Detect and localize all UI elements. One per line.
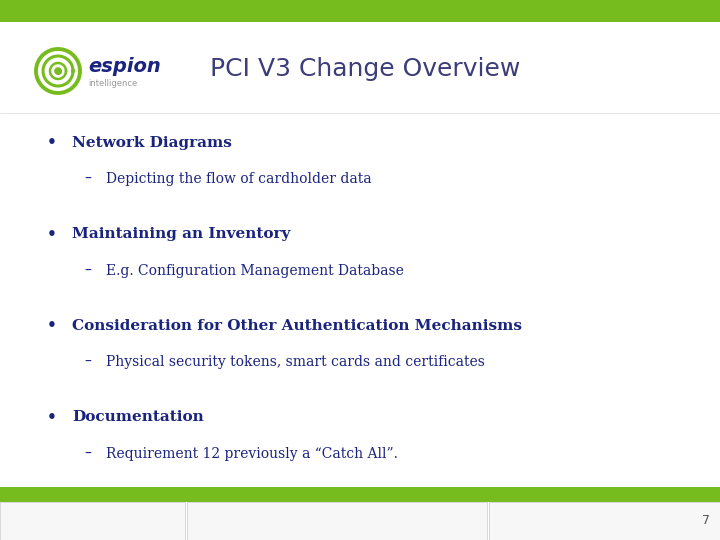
Text: Consideration for Other Authentication Mechanisms: Consideration for Other Authentication M… bbox=[72, 319, 522, 333]
Bar bbox=[0, 0, 720, 22]
Bar bbox=[187, 502, 487, 540]
Bar bbox=[0, 487, 720, 502]
Text: –: – bbox=[84, 172, 91, 186]
Text: –: – bbox=[84, 355, 91, 369]
Text: 7: 7 bbox=[702, 515, 710, 528]
Text: –: – bbox=[84, 447, 91, 461]
Text: Physical security tokens, smart cards and certificates: Physical security tokens, smart cards an… bbox=[106, 355, 485, 369]
Text: intelligence: intelligence bbox=[88, 78, 138, 87]
Text: espion: espion bbox=[88, 57, 161, 76]
Text: Requirement 12 previously a “Catch All”.: Requirement 12 previously a “Catch All”. bbox=[106, 447, 398, 461]
Bar bbox=[0, 502, 185, 540]
Text: Maintaining an Inventory: Maintaining an Inventory bbox=[72, 227, 290, 241]
Bar bbox=[489, 502, 720, 540]
Text: •: • bbox=[47, 135, 57, 150]
Text: •: • bbox=[47, 318, 57, 333]
Text: •: • bbox=[47, 410, 57, 424]
Text: Documentation: Documentation bbox=[72, 410, 204, 424]
Text: Depicting the flow of cardholder data: Depicting the flow of cardholder data bbox=[106, 172, 372, 186]
Text: –: – bbox=[84, 264, 91, 278]
Text: •: • bbox=[47, 227, 57, 241]
Text: PCI V3 Change Overview: PCI V3 Change Overview bbox=[210, 57, 521, 81]
Text: Network Diagrams: Network Diagrams bbox=[72, 136, 232, 150]
Text: E.g. Configuration Management Database: E.g. Configuration Management Database bbox=[106, 264, 404, 278]
